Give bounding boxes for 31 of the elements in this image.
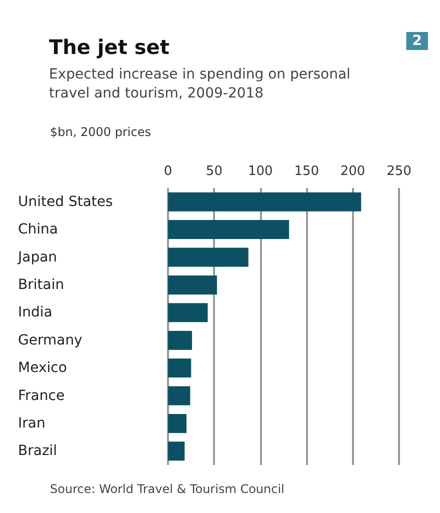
y-tick-label: Iran [18,415,46,432]
bar [168,442,185,461]
x-tick-label: 200 [340,164,366,179]
y-tick-label: Britain [18,276,64,293]
x-tick-label: 150 [294,164,320,179]
bar [168,303,208,322]
bar [168,220,290,240]
chart-title: The jet set [49,35,170,59]
y-tick-label: Brazil [18,443,58,460]
bar [168,386,190,406]
bar [168,275,217,294]
y-tick-label: Mexico [18,360,67,376]
bar [168,358,192,378]
y-tick-label: United States [18,194,113,210]
chart-subtitle: Expected increase in spending on personal travel and tourism, 2009-2018 [49,66,350,102]
bar [168,248,248,267]
x-axis-title: $bn, 2000 prices [50,125,151,139]
bar [168,414,186,433]
x-tick-label: 250 [386,164,412,179]
y-tick-label: India [18,304,52,321]
y-tick-label: China [18,222,58,238]
x-tick-label: 100 [248,164,273,179]
y-tick-label: France [18,388,65,404]
x-tick-label: 50 [206,164,222,179]
bar [168,192,362,212]
source-note: Source: World Travel & Tourism Council [50,482,284,496]
y-tick-label: Japan [17,249,58,266]
y-tick-label: Germany [18,332,82,348]
text: 2 [412,33,422,49]
bar [168,330,192,350]
x-tick-label: 0 [164,164,172,179]
